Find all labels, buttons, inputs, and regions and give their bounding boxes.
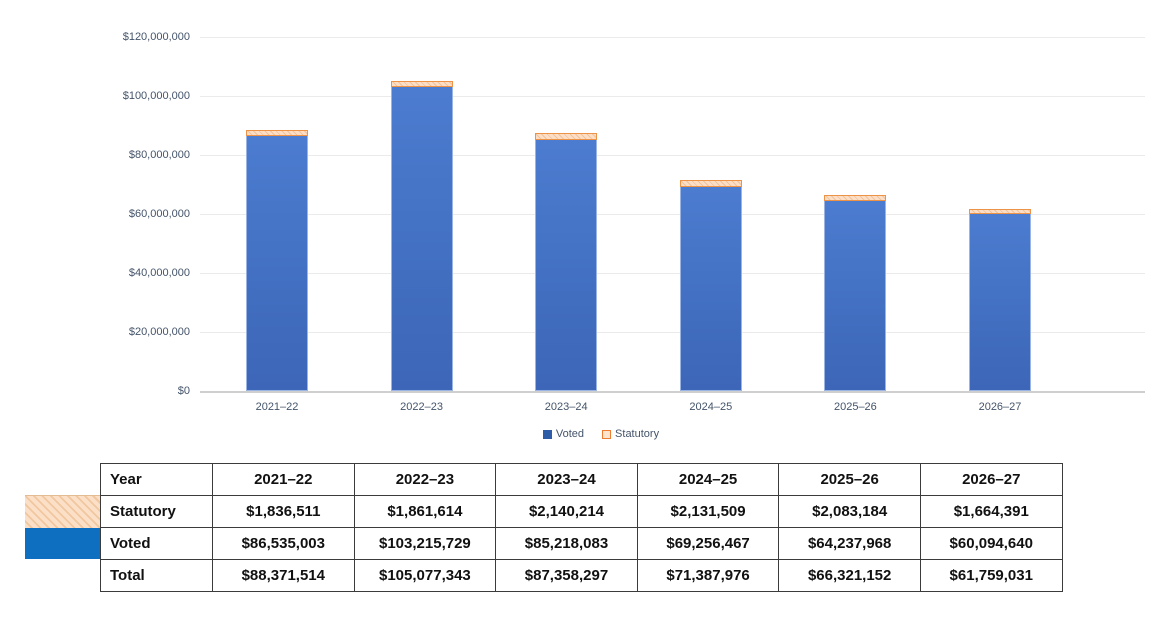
gridline [200,273,1145,274]
table-cell-value: $2,140,214 [495,495,638,528]
table-cell-value: $64,237,968 [778,527,921,560]
table-row-total: Total $88,371,514 $105,077,343 $87,358,297 $… [100,559,1063,592]
x-axis-line [200,391,1145,393]
row-label: Total [100,559,213,592]
table-row-voted: Voted $86,535,003 $103,215,729 $85,218,083 $… [100,527,1063,560]
table-cell-value: $103,215,729 [353,527,497,560]
x-axis-tick-label: 2026–27 [978,401,1022,413]
legend-item-statutory: Statutory [602,428,659,440]
year-column-header: 2021–22 [212,463,355,496]
voted-bar-segment [246,135,308,391]
table-cell-value: $61,759,031 [919,559,1063,592]
gridline [200,332,1145,333]
y-axis-tick-label: $0 [177,385,190,397]
y-axis-tick-label: $80,000,000 [128,149,190,161]
table-cell-value: $85,218,083 [495,527,638,560]
year-column-header: 2025–26 [778,463,921,496]
statutory-color-key-swatch [25,495,101,528]
table-cell-value: $71,387,976 [636,559,780,592]
gridline [200,37,1145,38]
row-label: Statutory [100,495,213,528]
table-cell-value: $66,321,152 [778,559,921,592]
table-header-row: Year 2021–22 2022–23 2023–24 2024–25 2025–26 2… [100,463,1063,496]
year-column-header: 2026–27 [919,463,1063,496]
x-axis-tick-label: 2025–26 [833,401,877,413]
table-cell-value: $2,131,509 [636,495,780,528]
voted-bar-segment [535,139,598,391]
voted-bar-segment [679,186,742,391]
statutory-bar-segment [535,133,598,140]
year-column-header: 2023–24 [495,463,638,496]
table-row-statutory: Statutory $1,836,511 $1,861,614 $2,140,214 $… [100,495,1063,528]
table-cell-value: $87,358,297 [495,559,638,592]
gridline [200,214,1145,215]
y-axis-tick-label: $100,000,000 [122,90,190,102]
y-axis-tick-label: $20,000,000 [128,326,190,338]
year-column-header: 2022–23 [353,463,497,496]
x-axis-tick-label: 2024–25 [689,401,733,413]
table-cell-value: $1,836,511 [212,495,355,528]
table-cell-value: $60,094,640 [919,527,1063,560]
row-label: Voted [100,527,213,560]
legend-item-voted: Voted [542,428,585,440]
table-cell-value: $88,371,514 [212,559,355,592]
x-axis-tick-label: 2023–24 [544,401,588,413]
voted-bar-segment [824,201,887,391]
table-cell-value: $86,535,003 [212,527,355,560]
statutory-bar-segment [390,81,453,87]
budget-data-table: Year 2021–22 2022–23 2023–24 2024–25 2025–26 2… [100,463,1063,592]
year-column-header: 2024–25 [636,463,780,496]
voted-legend-swatch-icon [542,429,552,439]
legend-voted-label: Voted [555,428,585,440]
gridline [200,96,1145,97]
table-cell-value: $2,083,184 [778,495,921,528]
statutory-bar-segment [679,180,742,187]
statutory-bar-segment [246,130,308,136]
y-axis-tick-label: $120,000,000 [122,31,190,43]
table-cell-value: $105,077,343 [353,559,497,592]
voted-bar-segment [390,86,453,391]
voted-color-key-swatch [25,528,101,559]
legend-statutory-label: Statutory [615,428,660,440]
chart-legend: Voted Statutory [200,428,1002,440]
table-cell-value: $69,256,467 [636,527,780,560]
y-axis-tick-label: $40,000,000 [128,267,190,279]
table-cell-value: $1,861,614 [353,495,497,528]
y-axis-tick-label: $60,000,000 [128,208,190,220]
gridline [200,155,1145,156]
x-axis-tick-label: 2022–23 [400,401,443,413]
table-cell-value: $1,664,391 [919,495,1063,528]
year-row-label: Year [100,463,213,496]
voted-bar-segment [969,213,1031,391]
statutory-bar-segment [969,208,1031,214]
statutory-legend-swatch-icon [602,429,612,439]
statutory-bar-segment [824,195,887,202]
x-axis-tick-label: 2021–22 [255,401,299,413]
